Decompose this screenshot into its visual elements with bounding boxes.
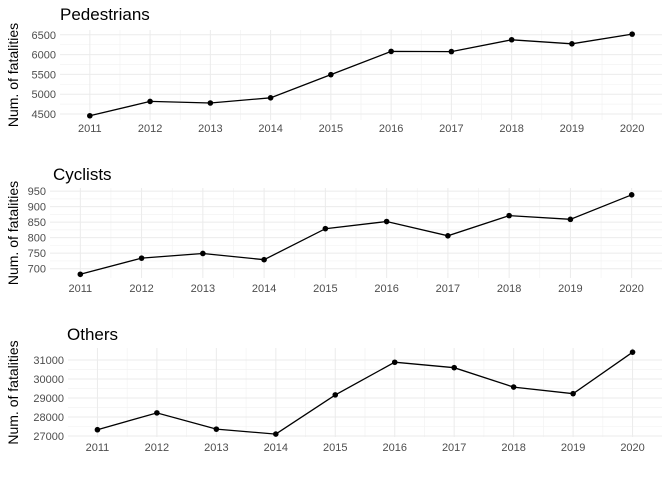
data-point [629,349,636,355]
y-axis-title: Num. of fatalities [5,181,21,285]
data-point [445,232,451,239]
panel-title: Others [67,325,118,344]
x-tick-label: 2018 [497,283,521,295]
panel-others: 27000 28000 29000 30000 31000 2011 2012 2013 201… [5,325,662,454]
x-tick-label: 2012 [145,442,169,454]
y-tick-label: 28000 [33,412,64,424]
x-tick-label: 2013 [204,442,228,454]
x-tick-label: 2016 [382,442,406,454]
data-point [267,94,274,101]
x-tick-label: 2019 [558,283,582,295]
x-tick-label: 2020 [620,442,644,454]
data-point [322,225,329,232]
x-tick-label: 2014 [258,123,282,135]
data-point [448,48,455,55]
y-tick-label: 700 [28,264,46,276]
x-tick-label: 2013 [198,123,222,135]
x-tick-label: 2014 [252,283,276,295]
x-tick-label: 2019 [561,442,585,454]
y-tick-label: 29000 [33,393,64,405]
series-line [80,194,632,275]
data-point [391,359,398,366]
data-point [332,392,339,398]
y-tick-label: 6000 [32,50,56,62]
x-tick-label: 2011 [78,123,102,135]
y-tick-label: 4500 [32,109,56,121]
x-tick-label: 2015 [323,442,347,454]
x-tick-label: 2019 [560,123,584,135]
x-tick-label: 2018 [501,442,525,454]
x-tick-label: 2011 [86,442,110,454]
x-tick-label: 2015 [319,123,343,135]
y-tick-label: 31000 [33,355,64,367]
data-point [328,71,334,78]
data-point [147,98,153,105]
x-tick-label: 2017 [436,283,460,295]
x-tick-label: 2017 [442,442,466,454]
data-point [207,100,214,106]
x-tick-label: 2017 [439,123,463,135]
y-axis-title: Num. of fatalities [5,23,21,127]
y-tick-label: 950 [28,186,46,198]
data-point [94,426,101,433]
data-point [273,431,279,437]
y-tick-label: 800 [28,233,46,245]
data-point [451,364,457,371]
y-tick-label: 6500 [32,30,56,42]
data-point [77,271,84,278]
x-tick-label: 2012 [138,123,162,135]
x-tick-label: 2016 [374,283,398,295]
x-tick-label: 2020 [619,283,643,295]
data-point [383,218,390,225]
x-tick-label: 2018 [499,123,523,135]
data-point [506,212,512,219]
x-tick-label: 2016 [379,123,403,135]
data-point [628,192,635,198]
data-point [154,410,160,416]
data-point [388,48,394,55]
x-tick-label: 2014 [264,442,288,454]
series-line [89,33,633,117]
y-tick-label: 5500 [32,69,56,81]
data-point [508,36,515,43]
data-point [87,112,93,119]
x-tick-label: 2020 [620,123,644,135]
x-tick-label: 2013 [191,283,215,295]
data-point [569,40,575,47]
y-axis-title: Num. of fatalities [5,340,21,444]
data-point [138,255,145,261]
data-point [200,250,206,257]
panel-cyclists: 700 750 800 850 900 950 2011 2012 2013 2014 2015 20… [5,165,662,295]
x-tick-label: 2012 [129,283,153,295]
y-tick-label: 750 [28,248,46,260]
data-point [213,426,220,432]
y-tick-label: 30000 [33,374,64,386]
x-tick-label: 2011 [68,283,92,295]
data-point [629,31,635,37]
y-tick-label: 5000 [32,89,56,101]
data-point [567,216,574,223]
data-point [570,390,576,397]
data-point [510,384,517,390]
x-tick-label: 2015 [313,283,337,295]
data-point [261,256,267,263]
y-tick-label: 27000 [33,431,64,443]
y-tick-label: 850 [28,217,46,229]
y-tick-label: 900 [28,202,46,214]
panel-title: Cyclists [53,165,112,184]
panel-pedestrians: 4500 5000 5500 6000 6500 2011 2012 2013 2014 2015… [5,5,662,135]
panel-title: Pedestrians [60,5,150,24]
series-line [97,351,633,435]
